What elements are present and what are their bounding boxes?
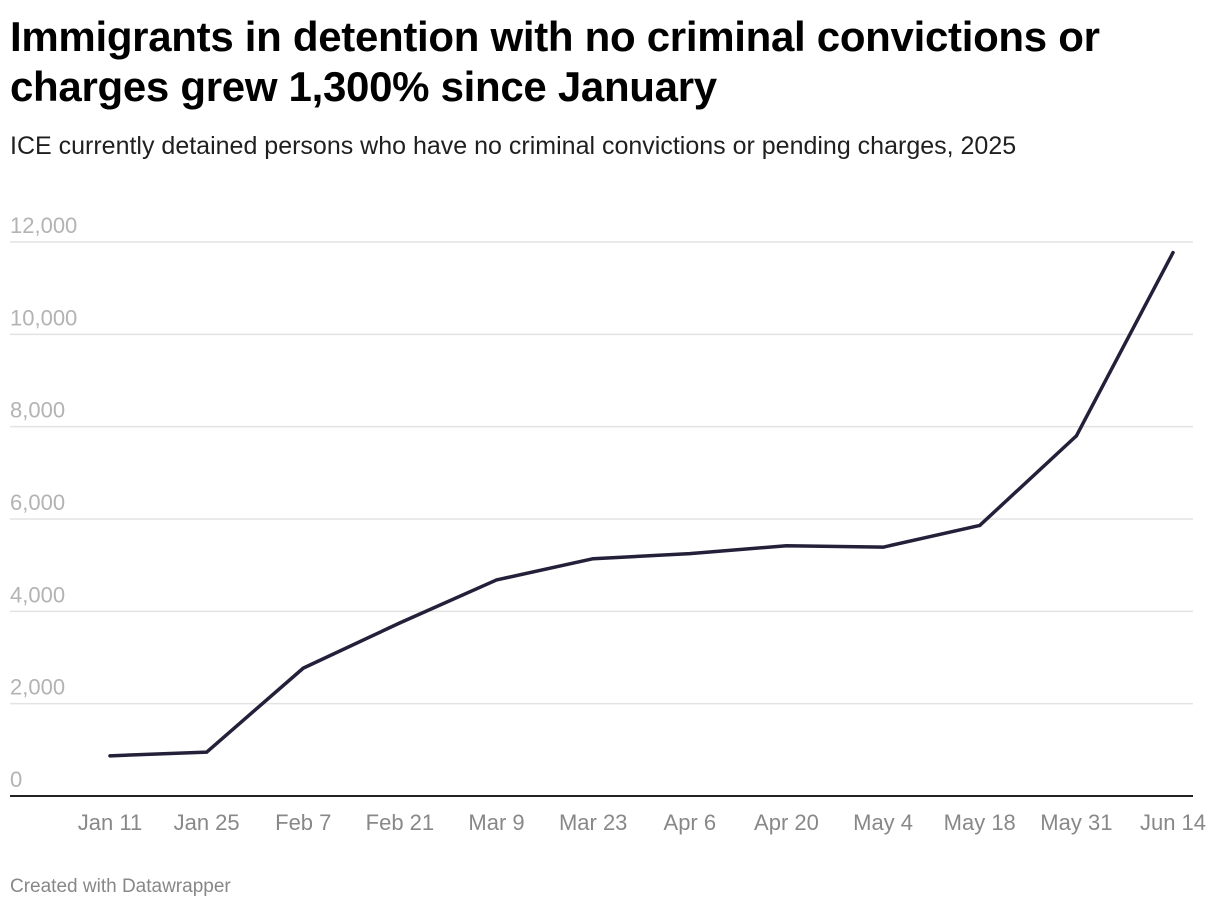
data-point	[108, 754, 112, 758]
credit-text: Created with Datawrapper	[10, 876, 231, 897]
y-tick-label: 4,000	[10, 582, 65, 607]
x-tick-label: Feb 7	[275, 810, 331, 835]
data-point	[398, 621, 402, 625]
chart-subtitle: ICE currently detained persons who have …	[10, 132, 1017, 160]
x-tick-label: Apr 20	[754, 810, 819, 835]
x-tick-label: Mar 23	[559, 810, 627, 835]
x-tick-label: May 18	[944, 810, 1016, 835]
series-line	[108, 250, 1175, 758]
y-tick-label: 8,000	[10, 398, 65, 423]
data-point	[881, 545, 885, 549]
x-tick-label: Jun 14	[1140, 810, 1206, 835]
data-point	[494, 578, 499, 582]
x-tick-label: Jan 11	[78, 810, 142, 835]
x-tick-label: Apr 6	[664, 810, 717, 835]
data-point	[1074, 434, 1078, 438]
data-point	[591, 557, 595, 561]
x-tick-label: Mar 9	[468, 810, 524, 835]
y-axis-ticks: 0 2,000 4,000 6,000 8,000 10,000 12,000	[10, 213, 77, 792]
chart-title: Immigrants in detention with no criminal…	[10, 13, 1100, 110]
data-point	[688, 552, 692, 556]
x-tick-label: Jan 25	[174, 810, 240, 835]
y-tick-label: 2,000	[10, 675, 65, 700]
y-tick-label: 6,000	[10, 490, 65, 515]
x-tick-label: May 31	[1040, 810, 1112, 835]
x-tick-label: May 4	[853, 810, 913, 835]
data-point	[978, 523, 982, 528]
series-layer	[108, 250, 1175, 758]
data-point	[301, 666, 305, 670]
y-tick-label: 12,000	[10, 213, 77, 238]
y-tick-label: 0	[10, 767, 22, 792]
data-point	[205, 750, 209, 754]
x-tick-label: Feb 21	[366, 810, 435, 835]
x-axis-ticks: Jan 11 Jan 25 Feb 7 Feb 21 Mar 9 Mar 23 Apr 6 A…	[78, 810, 1206, 835]
line-chart: 0 2,000 4,000 6,000 8,000 10,000 12,000 Jan 11…	[10, 213, 1206, 835]
data-point	[784, 544, 789, 548]
data-point	[1171, 251, 1175, 255]
y-tick-label: 10,000	[10, 305, 77, 330]
gridlines	[10, 241, 1193, 797]
